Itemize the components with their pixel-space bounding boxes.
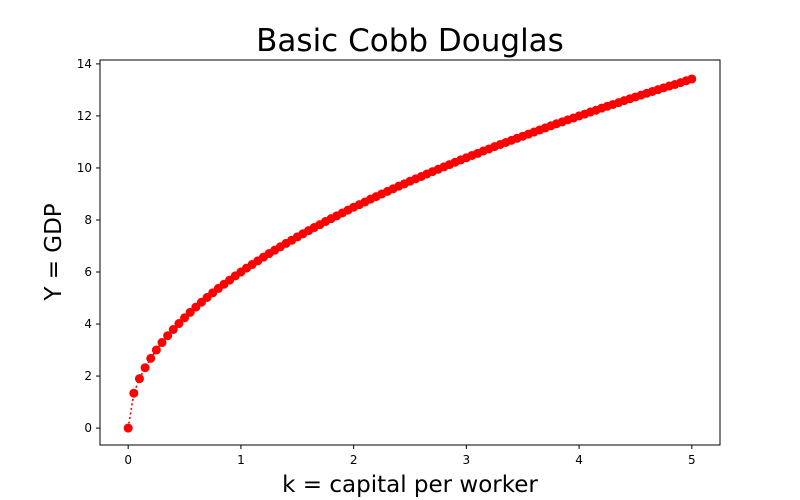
data-point	[157, 338, 167, 348]
y-tick-label: 10	[77, 161, 92, 175]
data-point	[151, 345, 161, 355]
y-tick-label: 14	[77, 57, 92, 71]
series-markers	[123, 74, 697, 433]
x-tick-label: 4	[575, 453, 583, 467]
y-tick-label: 0	[84, 421, 92, 435]
series-line	[127, 78, 693, 429]
y-axis-label: Y = GDP	[41, 203, 67, 301]
data-point	[180, 313, 190, 323]
x-axis-label: k = capital per worker	[282, 472, 538, 498]
x-axis-ticks: 0 1 2 3 4 5	[124, 445, 696, 467]
data-point	[687, 74, 697, 84]
y-axis-ticks: 0 2 4 6 8 10 12 14	[77, 57, 100, 435]
plot-area-frame	[99, 59, 721, 446]
x-tick-label: 5	[688, 453, 696, 467]
data-point	[146, 353, 156, 363]
y-tick-label: 4	[84, 317, 92, 331]
data-point	[168, 325, 178, 334]
y-tick-label: 2	[84, 369, 92, 383]
y-tick-label: 6	[84, 265, 92, 279]
data-point	[140, 363, 150, 373]
data-point	[134, 374, 144, 384]
x-tick-label: 1	[237, 453, 245, 467]
x-tick-label: 0	[124, 453, 132, 467]
y-tick-label: 8	[84, 213, 92, 227]
chart-title: Basic Cobb Douglas	[256, 23, 564, 59]
x-tick-label: 3	[463, 453, 471, 467]
x-tick-label: 2	[350, 453, 358, 467]
data-point	[123, 423, 133, 433]
data-point	[129, 388, 139, 398]
data-point	[174, 319, 184, 329]
y-tick-label: 12	[77, 109, 92, 123]
data-point	[163, 331, 173, 341]
